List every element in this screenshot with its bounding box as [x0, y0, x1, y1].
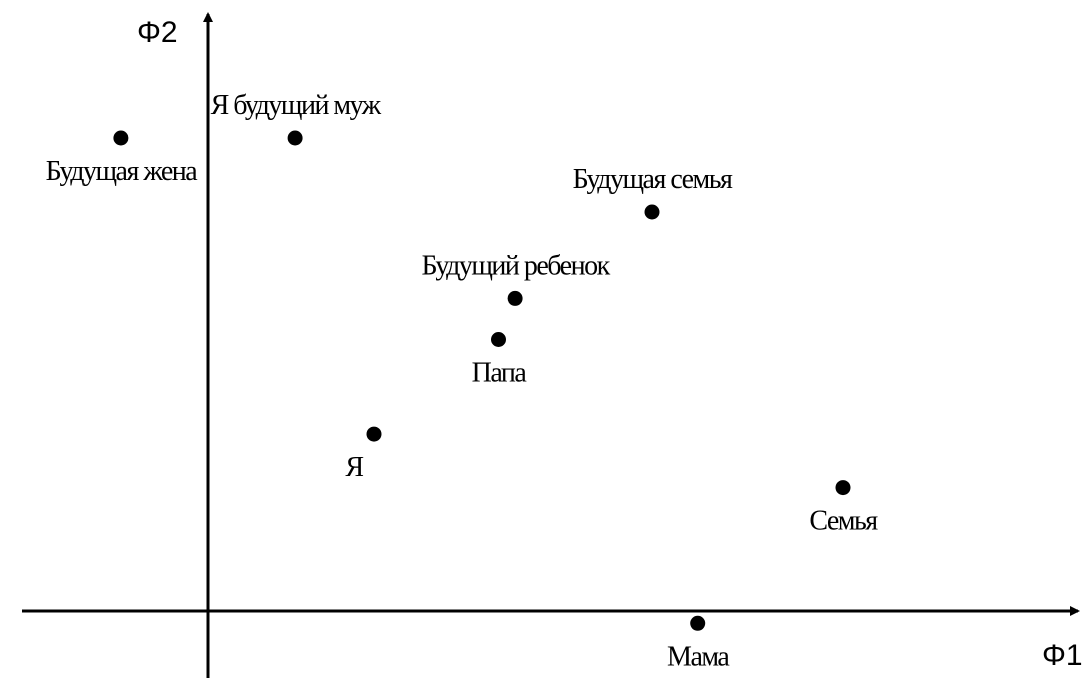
data-label: Семья	[809, 506, 878, 537]
data-point	[491, 332, 506, 347]
data-label: Я	[345, 452, 363, 483]
data-point	[644, 204, 660, 220]
data-label: Будущая семья	[573, 164, 733, 195]
data-label: Папа	[472, 358, 528, 389]
y-axis-title: Φ2	[137, 16, 178, 49]
axes: Φ1 Φ2	[22, 12, 1083, 678]
data-point	[287, 130, 303, 146]
data-points	[113, 130, 851, 631]
data-label: Будущий ребенок	[421, 250, 610, 281]
data-label: Будущая жена	[46, 156, 199, 187]
data-label: Я будущий муж	[211, 90, 382, 121]
x-axis-title: Φ1	[1042, 639, 1083, 672]
data-label: Мама	[667, 641, 730, 672]
data-labels: Будущая жена Я будущий муж Будущая семья Бу…	[46, 90, 880, 672]
data-point	[366, 426, 382, 442]
data-point	[690, 615, 706, 631]
data-point	[507, 290, 523, 306]
data-point	[113, 130, 129, 146]
data-point	[835, 480, 851, 496]
